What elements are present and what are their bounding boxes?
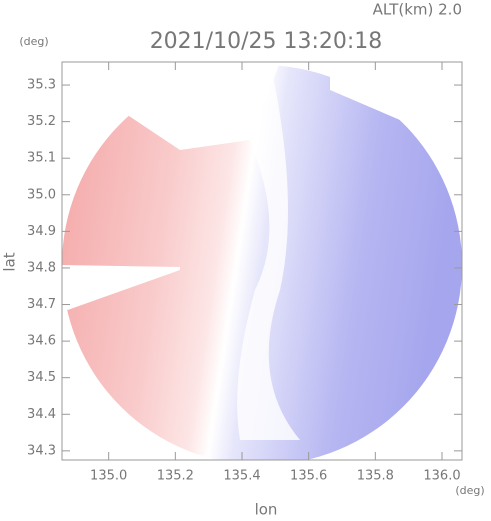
x-tick-label: 135.0 xyxy=(90,469,127,484)
x-tick-label: 135.2 xyxy=(157,469,194,484)
plot-frame xyxy=(61,61,463,461)
x-tick-label: 135.6 xyxy=(290,469,327,484)
y-tick-label: 35.1 xyxy=(27,151,56,166)
y-unit: (deg) xyxy=(19,35,48,48)
y-tick-label: 34.9 xyxy=(27,224,56,239)
y-tick-label: 35.0 xyxy=(27,187,56,202)
annotation: ALT(km) 2.0 xyxy=(373,1,462,19)
y-tick-label: 35.2 xyxy=(27,114,56,129)
y-tick-label: 34.4 xyxy=(27,407,56,422)
y-tick-label: 34.3 xyxy=(27,443,56,458)
y-tick-label: 34.5 xyxy=(27,370,56,385)
x-tick-label: 136.0 xyxy=(423,469,460,484)
chart-title: 2021/10/25 13:20:18 xyxy=(150,29,383,54)
radar-image xyxy=(62,62,462,460)
y-axis-label: lat xyxy=(1,252,19,271)
x-tick-label: 135.4 xyxy=(223,469,260,484)
y-tick-label: 34.7 xyxy=(27,297,56,312)
x-axis-label: lon xyxy=(255,501,278,519)
x-tick-label: 135.8 xyxy=(357,469,394,484)
y-tick-label: 35.3 xyxy=(27,78,56,93)
y-tick-label: 34.8 xyxy=(27,260,56,275)
x-unit: (deg) xyxy=(455,484,484,497)
y-tick-label: 34.6 xyxy=(27,334,56,349)
